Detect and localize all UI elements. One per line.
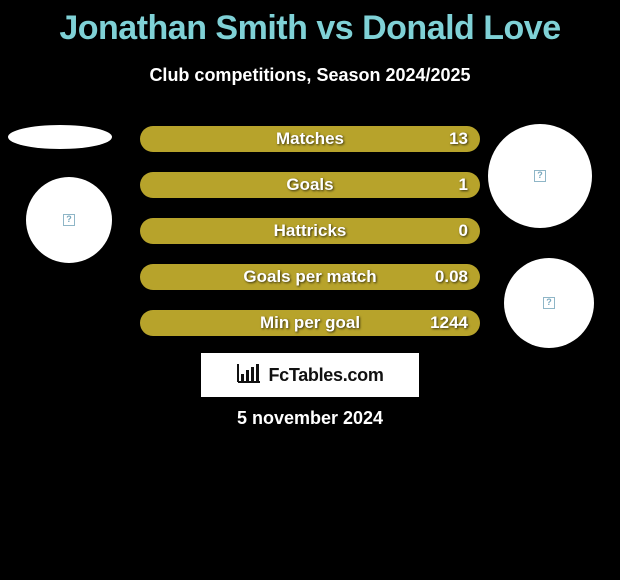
subtitle: Club competitions, Season 2024/2025 — [0, 65, 620, 86]
decor-ellipse — [8, 125, 112, 149]
bar-chart-icon — [236, 362, 262, 389]
bar-row: Matches 13 — [140, 126, 480, 152]
page-title: Jonathan Smith vs Donald Love — [0, 0, 620, 47]
bar-row: Hattricks 0 — [140, 218, 480, 244]
logo-text: FcTables.com — [268, 365, 383, 386]
logo-box: FcTables.com — [201, 353, 419, 397]
date-line: 5 november 2024 — [0, 408, 620, 429]
image-placeholder-icon — [63, 214, 75, 226]
bar-row: Goals per match 0.08 — [140, 264, 480, 290]
bar-value-right: 1244 — [430, 313, 468, 333]
bar-label: Matches — [140, 129, 480, 149]
title-player2: Donald Love — [362, 9, 561, 47]
image-placeholder-icon — [534, 170, 546, 182]
bar-value-right: 13 — [449, 129, 468, 149]
decor-circle — [488, 124, 592, 228]
bar-label: Min per goal — [140, 313, 480, 333]
stats-bars: Matches 13 Goals 1 Hattricks 0 Goals per… — [140, 126, 480, 356]
bar-value-right: 0 — [459, 221, 468, 241]
bar-value-right: 1 — [459, 175, 468, 195]
title-player1: Jonathan Smith — [59, 9, 307, 47]
bar-label: Hattricks — [140, 221, 480, 241]
image-placeholder-icon — [543, 297, 555, 309]
decor-circle — [504, 258, 594, 348]
title-vs: vs — [316, 9, 353, 47]
bar-label: Goals — [140, 175, 480, 195]
bar-label: Goals per match — [140, 267, 480, 287]
bar-row: Goals 1 — [140, 172, 480, 198]
bar-row: Min per goal 1244 — [140, 310, 480, 336]
bar-value-right: 0.08 — [435, 267, 468, 287]
decor-circle — [26, 177, 112, 263]
